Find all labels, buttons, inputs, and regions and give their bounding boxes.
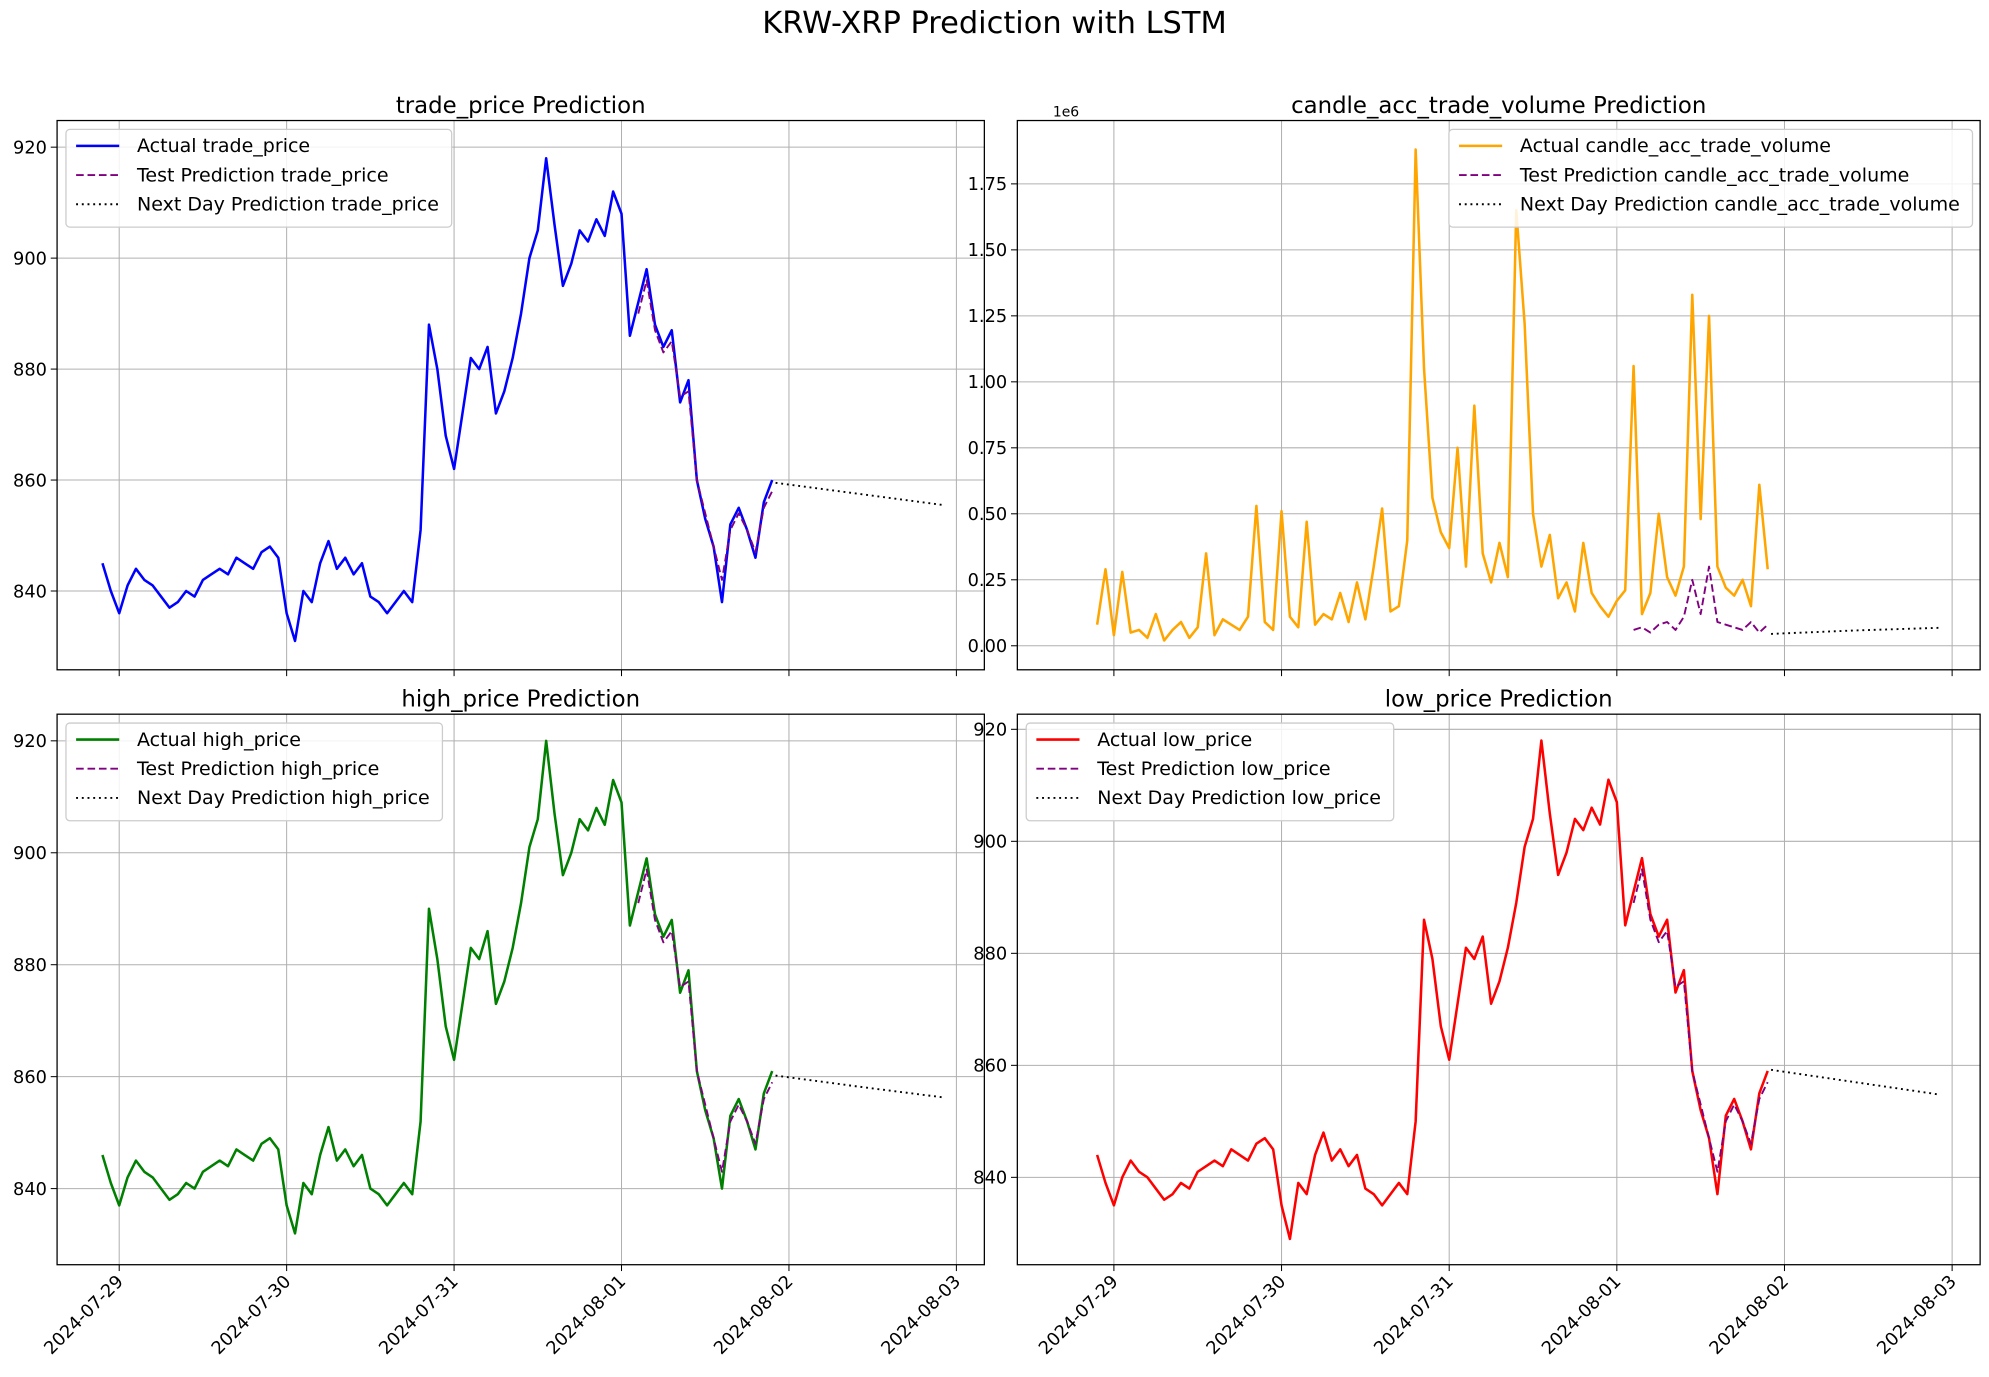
legend-label: Actual high_price	[137, 729, 301, 751]
series-line	[1633, 565, 1769, 634]
y-tick-label: 0.00	[968, 637, 1008, 657]
chart-title: high_price Prediction	[401, 687, 640, 713]
y-tick-label: 1.00	[968, 373, 1008, 393]
y-tick-label: 880	[973, 945, 1007, 965]
y-tick-label: 900	[13, 844, 47, 864]
legend-label: Next Day Prediction candle_acc_trade_vol…	[1520, 194, 1960, 216]
y-tick-label: 880	[13, 956, 47, 976]
y-tick-label: 840	[973, 1169, 1007, 1189]
legend-label: Test Prediction low_price	[1096, 758, 1330, 780]
y-tick-label: 880	[13, 360, 47, 380]
x-tick-label: 2024-07-30	[208, 1272, 295, 1359]
legend-label: Test Prediction high_price	[136, 758, 379, 780]
axes-frame	[56, 713, 985, 1266]
legend: Actual low_price Test Prediction low_pric…	[1025, 722, 1395, 822]
y-tick-label: 900	[973, 833, 1007, 853]
x-tick-label: 2024-07-31	[1371, 1272, 1458, 1359]
axes-frame	[1016, 713, 1981, 1266]
y-offset-label: 1e6	[1053, 105, 1079, 121]
x-tick-label: 2024-07-31	[376, 1272, 463, 1359]
y-tick-label: 920	[973, 721, 1007, 741]
series-line	[1095, 148, 1769, 642]
axes-frame	[1016, 119, 1981, 671]
chart-title: trade_price Prediction	[396, 93, 646, 119]
x-tick-label: 2024-08-03	[1874, 1272, 1961, 1359]
legend-box	[65, 722, 444, 822]
y-tick-label: 0.50	[968, 505, 1008, 525]
y-tick-label: 1.50	[968, 241, 1008, 261]
x-tick-label: 2024-07-29	[41, 1272, 128, 1359]
series-line	[1632, 868, 1769, 1173]
series-group	[101, 156, 944, 643]
y-tick-label: 840	[13, 582, 47, 602]
y-tick-label: 1.25	[968, 307, 1008, 327]
legend-label: Actual candle_acc_trade_volume	[1520, 135, 1831, 157]
legend-label: Actual trade_price	[137, 135, 310, 157]
legend-label: Test Prediction candle_acc_trade_volume	[1519, 164, 1909, 186]
x-tick-label: 2024-07-30	[1203, 1272, 1290, 1359]
y-tick-label: 900	[13, 249, 47, 269]
series-line	[637, 279, 774, 581]
legend-label: Next Day Prediction low_price	[1097, 787, 1381, 809]
series-group	[101, 739, 944, 1235]
legend-label: Actual low_price	[1097, 729, 1252, 751]
y-tick-label: 840	[13, 1180, 47, 1200]
series-line	[1095, 739, 1769, 1241]
legend-box	[1448, 128, 1974, 228]
y-tick-label: 860	[973, 1057, 1007, 1077]
y-tick-label: 1.75	[968, 175, 1008, 195]
x-tick-label: 2024-07-29	[1035, 1272, 1122, 1359]
series-group	[1095, 148, 1939, 642]
legend-box	[1025, 722, 1395, 822]
axes-frame	[56, 119, 985, 671]
x-tick-label: 2024-08-01	[1538, 1272, 1625, 1359]
series-line	[101, 739, 774, 1235]
y-tick-label: 860	[13, 471, 47, 491]
y-tick-label: 860	[13, 1068, 47, 1088]
legend-label: Next Day Prediction high_price	[137, 787, 430, 809]
legend: Actual trade_price Test Prediction trade_…	[65, 128, 453, 228]
y-tick-label: 920	[13, 139, 47, 159]
y-tick-label: 0.25	[968, 571, 1008, 591]
x-tick-label: 2024-08-03	[878, 1272, 965, 1359]
series-group	[1095, 739, 1939, 1241]
series-line	[101, 156, 774, 643]
legend-label: Test Prediction trade_price	[136, 164, 389, 186]
x-tick-label: 2024-08-02	[1706, 1272, 1793, 1359]
x-tick-label: 2024-08-01	[543, 1272, 630, 1359]
legend-label: Next Day Prediction trade_price	[137, 194, 439, 216]
legend-box	[65, 128, 453, 228]
legend: Actual high_price Test Prediction high_pr…	[65, 722, 444, 822]
chart-title: candle_acc_trade_volume Prediction	[1291, 93, 1706, 119]
x-tick-label: 2024-08-02	[710, 1272, 797, 1359]
y-tick-label: 920	[13, 732, 47, 752]
figure-title: KRW-XRP Prediction with LSTM	[762, 6, 1226, 41]
legend: Actual candle_acc_trade_volume Test Predi…	[1448, 128, 1974, 228]
y-tick-label: 0.75	[968, 439, 1008, 459]
series-line	[637, 868, 774, 1173]
chart-title: low_price Prediction	[1385, 687, 1613, 713]
